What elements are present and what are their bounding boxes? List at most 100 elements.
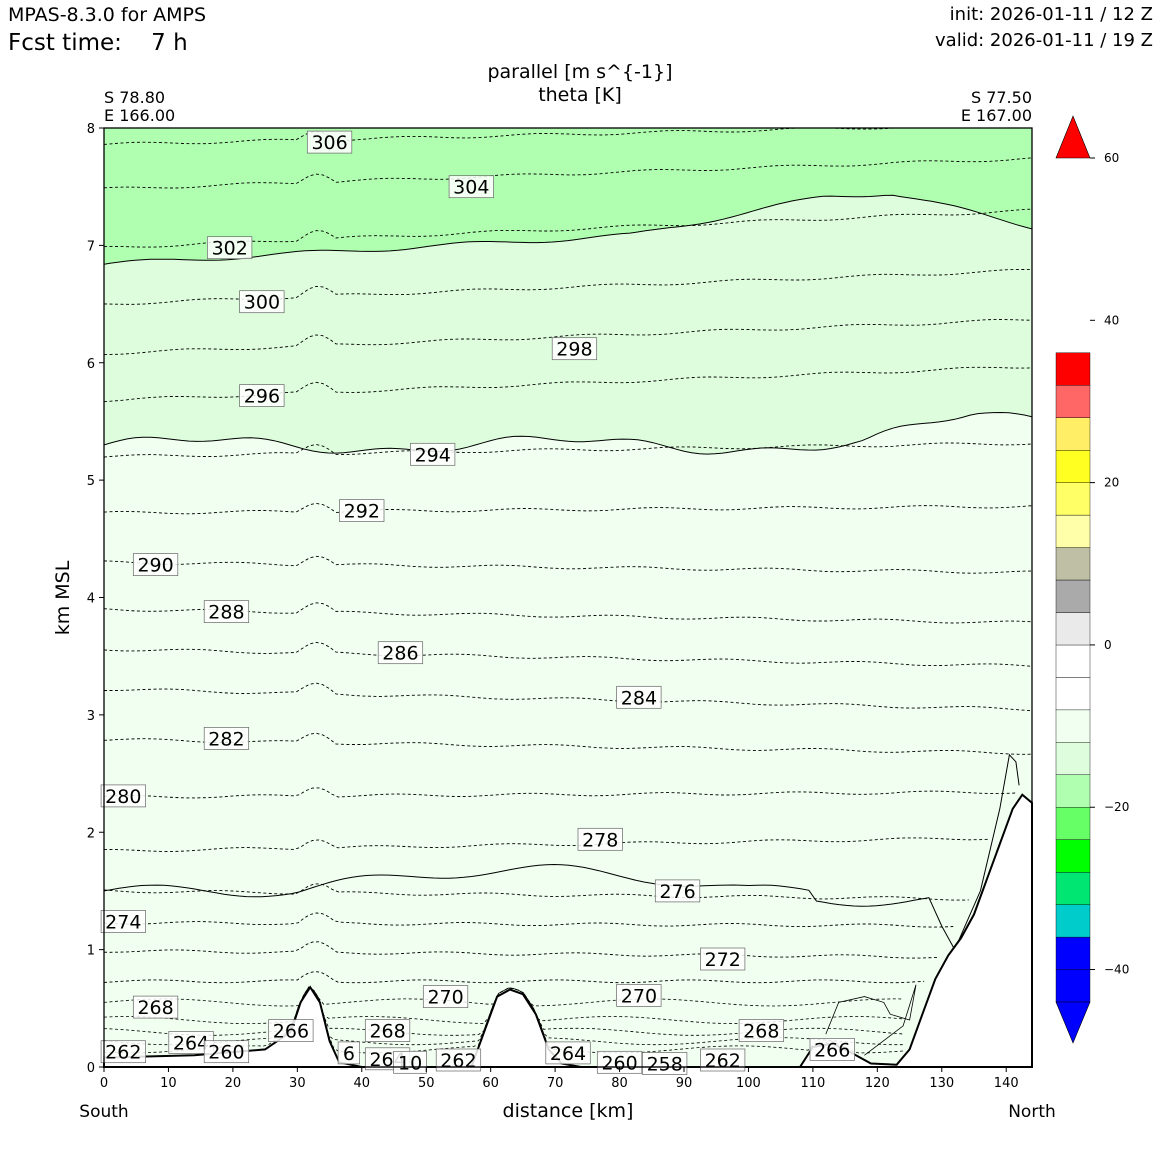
theta-isentrope bbox=[104, 986, 904, 1007]
theta-label-text: 294 bbox=[415, 444, 451, 466]
theta-label-text: 296 bbox=[244, 386, 280, 408]
left-end-coords: S 78.80 E 166.00 bbox=[104, 89, 175, 125]
y-tick-label: 7 bbox=[87, 239, 95, 254]
theta-label: 262 bbox=[100, 1040, 146, 1064]
colorbar-segment bbox=[1055, 807, 1091, 840]
theta-label: 268 bbox=[364, 1019, 411, 1043]
theta-label: 280 bbox=[100, 784, 146, 808]
colorbar-tick-label: −40 bbox=[1104, 963, 1129, 977]
colorbar-tick-label: 20 bbox=[1104, 476, 1119, 490]
model-name: MPAS-8.3.0 for AMPS bbox=[8, 4, 207, 26]
theta-label-text: 268 bbox=[137, 997, 173, 1019]
theta-label-text: 268 bbox=[743, 1021, 779, 1043]
colorbar-segment bbox=[1055, 709, 1091, 743]
theta-label: 262 bbox=[700, 1048, 746, 1072]
colorbar-segment bbox=[1055, 872, 1091, 905]
theta-isentrope bbox=[104, 602, 1032, 624]
theta-isentrope bbox=[104, 971, 925, 984]
colorbar-segment bbox=[1055, 742, 1091, 775]
x-tick-label: 100 bbox=[736, 1076, 761, 1091]
forecast-time-value: 7 h bbox=[151, 30, 188, 56]
theta-label-text: 10 bbox=[398, 1052, 422, 1074]
theta-label-text: 302 bbox=[212, 238, 248, 260]
x-tick-label: 140 bbox=[994, 1076, 1019, 1091]
right-end-lon: E 167.00 bbox=[960, 106, 1032, 125]
valid-time: valid: 2026-01-11 / 19 Z bbox=[935, 30, 1153, 51]
colorbar-segment bbox=[1055, 839, 1091, 873]
theta-label-text: 282 bbox=[208, 728, 244, 750]
theta-label-text: 284 bbox=[621, 687, 657, 709]
theta-label-text: 288 bbox=[208, 602, 244, 624]
x-tick-label: 70 bbox=[547, 1076, 564, 1091]
theta-label: 276 bbox=[654, 879, 701, 903]
theta-label-text: 262 bbox=[440, 1050, 476, 1072]
x-tick-label: 110 bbox=[800, 1076, 825, 1091]
x-tick-label: 40 bbox=[354, 1076, 371, 1091]
x-tick-label: 120 bbox=[865, 1076, 890, 1091]
theta-label-text: 270 bbox=[427, 987, 463, 1009]
theta-label: 268 bbox=[738, 1019, 784, 1043]
theta-label: 270 bbox=[616, 984, 662, 1007]
y-tick-label: 4 bbox=[87, 592, 95, 607]
colorbar-segment bbox=[1055, 482, 1091, 516]
left-end-lat: S 78.80 bbox=[104, 88, 166, 107]
theta-label: 6 bbox=[337, 1041, 360, 1065]
theta-label-text: 268 bbox=[369, 1021, 405, 1043]
init-time: init: 2026-01-11 / 12 Z bbox=[949, 4, 1153, 25]
theta-label-text: 262 bbox=[705, 1050, 741, 1072]
theta-label: 278 bbox=[577, 827, 623, 851]
theta-label-text: 276 bbox=[659, 881, 695, 903]
forecast-time-label: Fcst time: bbox=[8, 30, 122, 56]
north-label: North bbox=[1008, 1102, 1056, 1122]
theta-label: 272 bbox=[700, 947, 746, 971]
x-tick-label: 0 bbox=[100, 1076, 108, 1091]
theta-label: 268 bbox=[132, 995, 179, 1019]
south-label: South bbox=[79, 1102, 128, 1122]
colorbar-segment bbox=[1055, 417, 1091, 451]
colorbar-segment bbox=[1055, 352, 1091, 386]
theta-label-layer: 306 304 302 300 298 296 294 292 290 288 286 284 282 2… bbox=[100, 130, 855, 1076]
theta-label-text: 300 bbox=[244, 292, 280, 314]
theta-label-text: 260 bbox=[208, 1042, 244, 1064]
theta-label: 302 bbox=[207, 236, 253, 260]
colorbar-segment bbox=[1055, 904, 1091, 938]
colorbar-tick-label: 40 bbox=[1104, 313, 1119, 327]
forecast-time: Fcst time: 7 h bbox=[8, 30, 188, 56]
colorbar-segment bbox=[1055, 644, 1091, 678]
x-tick-label: 50 bbox=[418, 1076, 435, 1091]
y-tick-label: 5 bbox=[87, 474, 95, 489]
theta-label-text: 266 bbox=[273, 1021, 309, 1043]
theta-isentrope bbox=[104, 208, 1032, 248]
x-tick-label: 20 bbox=[225, 1076, 242, 1091]
theta-label-text: 260 bbox=[601, 1052, 637, 1074]
theta-label-text: 266 bbox=[814, 1039, 850, 1061]
theta-isentrope bbox=[104, 941, 940, 959]
colorbar-segment bbox=[1055, 612, 1091, 646]
y-axis-label: km MSL bbox=[52, 560, 74, 635]
colorbar-segment bbox=[1055, 774, 1091, 808]
theta-isentrope bbox=[104, 912, 954, 928]
theta-label: 260 bbox=[203, 1040, 250, 1064]
theta-label-text: 6 bbox=[343, 1043, 355, 1065]
y-tick-label: 0 bbox=[87, 1061, 95, 1076]
theta-label: 266 bbox=[268, 1019, 314, 1043]
y-axis: 0 1 2 3 4 5 6 7 8 bbox=[87, 122, 104, 1076]
wind-fill-layers bbox=[104, 128, 1032, 1067]
y-tick-label: 1 bbox=[87, 944, 95, 959]
theta-label: 274 bbox=[100, 910, 146, 934]
chart-subtitle: theta [K] bbox=[538, 84, 622, 106]
theta-label: 306 bbox=[306, 130, 353, 154]
colorbar-segment bbox=[1055, 579, 1091, 613]
colorbar-tick-label: −20 bbox=[1104, 800, 1129, 814]
colorbar-segment bbox=[1055, 969, 1091, 1003]
theta-isentrope bbox=[104, 555, 1032, 574]
theta-label: 296 bbox=[239, 384, 285, 408]
theta-label-text: 290 bbox=[137, 555, 173, 577]
x-tick-label: 130 bbox=[929, 1076, 954, 1091]
theta-label: 286 bbox=[377, 641, 424, 665]
y-tick-label: 3 bbox=[87, 709, 95, 724]
theta-label-text: 274 bbox=[105, 912, 141, 934]
theta-isentrope bbox=[104, 502, 1032, 515]
right-end-lat: S 77.50 bbox=[970, 88, 1032, 107]
colorbar-extend-min bbox=[1055, 1001, 1091, 1044]
